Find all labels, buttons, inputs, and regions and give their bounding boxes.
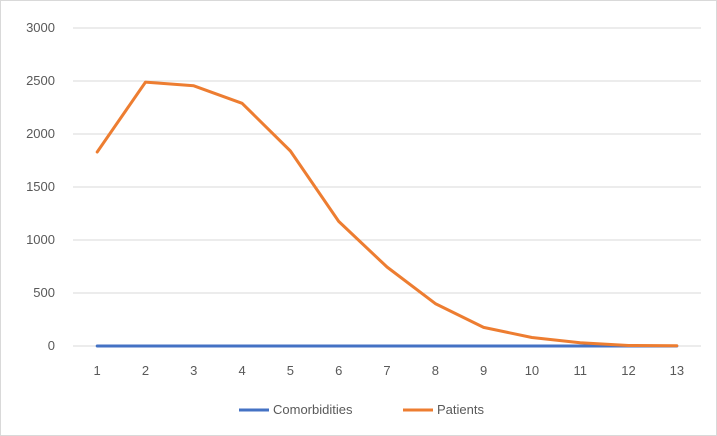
y-tick-label: 2000 [26,126,55,141]
x-axis-tick-labels: 1 2 3 4 5 6 7 8 9 10 11 12 13 [94,363,685,378]
series-lines [95,80,679,348]
x-tick-label: 2 [142,363,149,378]
y-tick-label: 500 [33,285,55,300]
x-tick-label: 12 [621,363,635,378]
gridlines [73,27,701,347]
x-tick-label: 5 [287,363,294,378]
y-axis-tick-labels: 0 500 1000 1500 2000 2500 3000 [26,20,55,353]
y-tick-label: 2500 [26,73,55,88]
x-tick-label: 7 [383,363,390,378]
x-tick-label: 6 [335,363,342,378]
x-tick-label: 3 [190,363,197,378]
y-tick-label: 1500 [26,179,55,194]
x-tick-label: 8 [432,363,439,378]
y-tick-label: 1000 [26,232,55,247]
y-tick-label: 3000 [26,20,55,35]
x-tick-label: 4 [238,363,245,378]
legend: Comorbidities Patients [239,402,484,417]
x-tick-label: 9 [480,363,487,378]
y-tick-label: 0 [48,338,55,353]
legend-label: Patients [437,402,484,417]
x-tick-label: 1 [94,363,101,378]
x-tick-label: 10 [525,363,539,378]
legend-label: Comorbidities [273,402,353,417]
series-line-patients [95,80,679,348]
x-tick-label: 11 [573,363,587,378]
x-tick-label: 13 [670,363,684,378]
